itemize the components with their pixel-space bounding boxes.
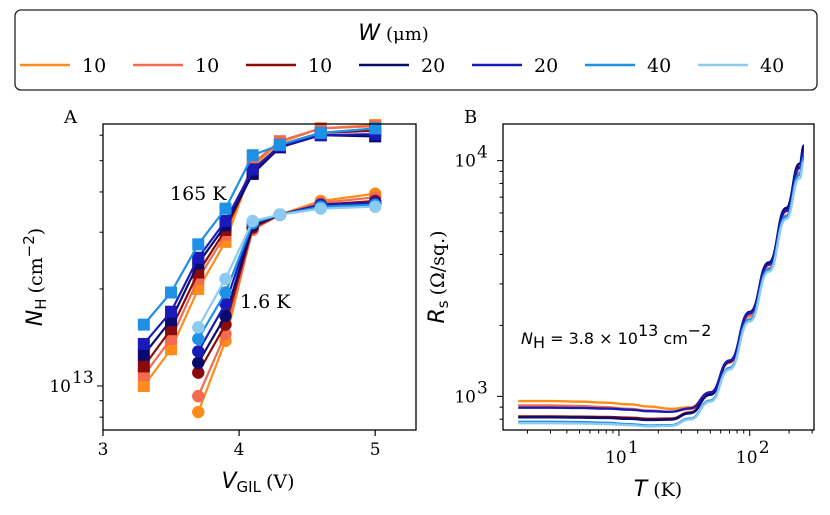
a-165k-point-6-5	[246, 149, 259, 162]
a-165k-point-2-2	[165, 332, 178, 345]
a-165k-point-1-1	[137, 379, 150, 392]
a-1p6k-point-6-1	[192, 332, 205, 346]
legend-label-5: 20	[534, 55, 558, 77]
annotation-1p6k: 1.6 K	[240, 291, 291, 313]
panel-a: A 3 4 5 10 13 165 K 1.6 K VGIL (V) NH(cm−2)	[20, 107, 417, 496]
legend-frame	[14, 9, 818, 91]
a-1p6k-point-7-5	[314, 202, 327, 215]
legend-label-1: 10	[82, 55, 106, 77]
a-165k-point-6-4	[219, 202, 232, 215]
a-1p6k-point-2-1	[192, 389, 205, 403]
a-165k-point-4-1	[137, 348, 150, 361]
annotation-165k: 165 K	[170, 183, 227, 205]
a-1p6k-point-7-4	[273, 208, 287, 221]
legend-label-4: 20	[421, 55, 445, 77]
b-ytick-exp-0: 3	[477, 378, 488, 398]
panel-b-axes-frame	[502, 123, 815, 431]
a-1p6k-point-5-2	[219, 297, 232, 310]
a-165k-point-5-1	[137, 337, 150, 350]
panel-a-axes-frame	[102, 123, 417, 431]
a-165k-point-6-8	[369, 122, 382, 135]
a-xtick-label-2: 5	[370, 440, 381, 460]
panel-b-xlabel: T (K)	[634, 477, 682, 502]
a-1p6k-point-4-1	[192, 356, 205, 369]
a-1p6k-point-4-2	[219, 309, 232, 323]
a-1p6k-point-7-2	[219, 272, 232, 286]
legend-entries: 10 10 10 20 20 40 40	[20, 55, 784, 77]
a-165k-point-3-2	[165, 323, 178, 336]
annotation-nh: NH = 3.8 × 1013 cm−2	[521, 321, 711, 352]
legend: W (μm) 10 10 10 20 20 40 40	[14, 9, 818, 91]
panel-b-plot-area	[518, 144, 806, 428]
a-165k-line-5	[142, 132, 376, 345]
a-ytick-label-0: 10	[49, 377, 71, 397]
legend-label-6: 40	[647, 55, 671, 77]
a-165k-point-6-6	[273, 138, 286, 151]
a-1p6k-point-7-3	[246, 214, 259, 228]
b-line-7	[518, 160, 806, 428]
panel-b-ylabel: Rs(Ω/sq.)	[425, 230, 452, 323]
b-ytick-label-0: 10	[454, 387, 476, 407]
a-165k-point-5-2	[165, 305, 178, 318]
a-1p6k-point-5-1	[192, 345, 205, 358]
panel-a-xlabel: VGIL (V)	[221, 469, 294, 496]
a-xtick-label-0: 3	[98, 440, 109, 460]
a-165k-point-5-3	[192, 251, 205, 264]
legend-title: W	[358, 21, 381, 46]
legend-title-unit: (μm)	[386, 24, 429, 45]
panel-b-label: B	[464, 107, 477, 128]
a-ytick-exp-0: 13	[72, 368, 94, 388]
a-165k-point-6-7	[314, 126, 327, 139]
a-165k-point-5-5	[246, 163, 259, 176]
a-165k-point-1-2	[165, 343, 178, 356]
a-1p6k-point-1-1	[192, 405, 205, 419]
panel-a-label: A	[63, 107, 78, 128]
a-165k-line-6	[142, 127, 376, 326]
panel-a-ylabel: NH(cm−2)	[20, 228, 50, 326]
a-165k-point-5-4	[219, 215, 232, 228]
b-xtick-exp-0: 1	[628, 438, 639, 458]
a-xtick-label-1: 4	[234, 440, 245, 460]
a-1p6k-point-6-2	[219, 286, 232, 299]
a-1p6k-line-7	[197, 205, 376, 328]
a-1p6k-point-7-1	[192, 321, 205, 334]
b-xtick-label-0: 10	[605, 448, 627, 468]
a-165k-point-3-1	[137, 360, 150, 373]
panel-a-plot-area	[137, 119, 382, 419]
a-1p6k-point-3-1	[192, 366, 205, 379]
b-xtick-exp-1: 2	[759, 438, 770, 458]
a-165k-point-6-3	[192, 238, 205, 251]
legend-label-7: 40	[760, 55, 784, 77]
b-ytick-label-1: 10	[454, 152, 476, 172]
a-165k-point-6-2	[165, 286, 178, 299]
a-1p6k-point-7-6	[368, 200, 382, 213]
legend-label-2: 10	[195, 55, 219, 77]
b-xtick-label-1: 10	[736, 448, 758, 468]
panel-a-ticks: 3 4 5 10 13	[49, 134, 381, 460]
b-ytick-exp-1: 4	[477, 143, 488, 163]
a-165k-point-6-1	[137, 318, 150, 331]
legend-label-3: 10	[308, 55, 332, 77]
